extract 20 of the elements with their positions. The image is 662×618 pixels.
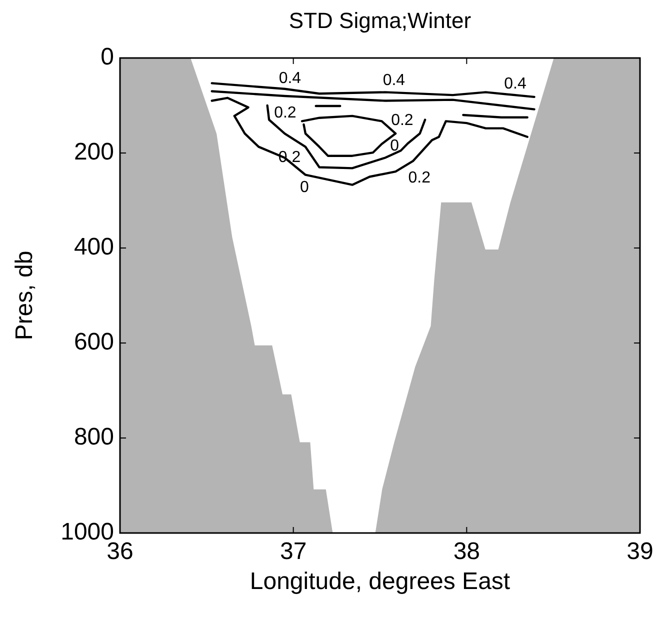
x-tick-label: 39 <box>626 538 654 565</box>
chart-title: STD Sigma;Winter <box>288 8 472 33</box>
x-tick-label: 38 <box>453 538 480 565</box>
x-tick-label: 37 <box>280 538 307 565</box>
y-tick-label: 400 <box>74 233 114 260</box>
annotation: 0 <box>300 178 309 196</box>
annotation: 0.2 <box>391 112 414 129</box>
annotation: 0.4 <box>278 70 302 87</box>
annotation: 0.4 <box>382 72 406 90</box>
line-series <box>266 104 426 170</box>
annotation: 0.2 <box>408 169 431 186</box>
y-axis-title: Pres, db <box>11 250 38 340</box>
y-tick-label: 600 <box>74 328 114 356</box>
annotation: 0.2 <box>274 104 296 122</box>
annotation: 0 <box>390 138 400 155</box>
y-tick-label: 0 <box>100 43 114 70</box>
annotation: 0.4 <box>504 76 527 93</box>
x-axis-title: Longitude, degrees East <box>250 568 510 595</box>
y-tick-label: 200 <box>74 138 114 166</box>
y-tick-label: 800 <box>74 423 114 450</box>
